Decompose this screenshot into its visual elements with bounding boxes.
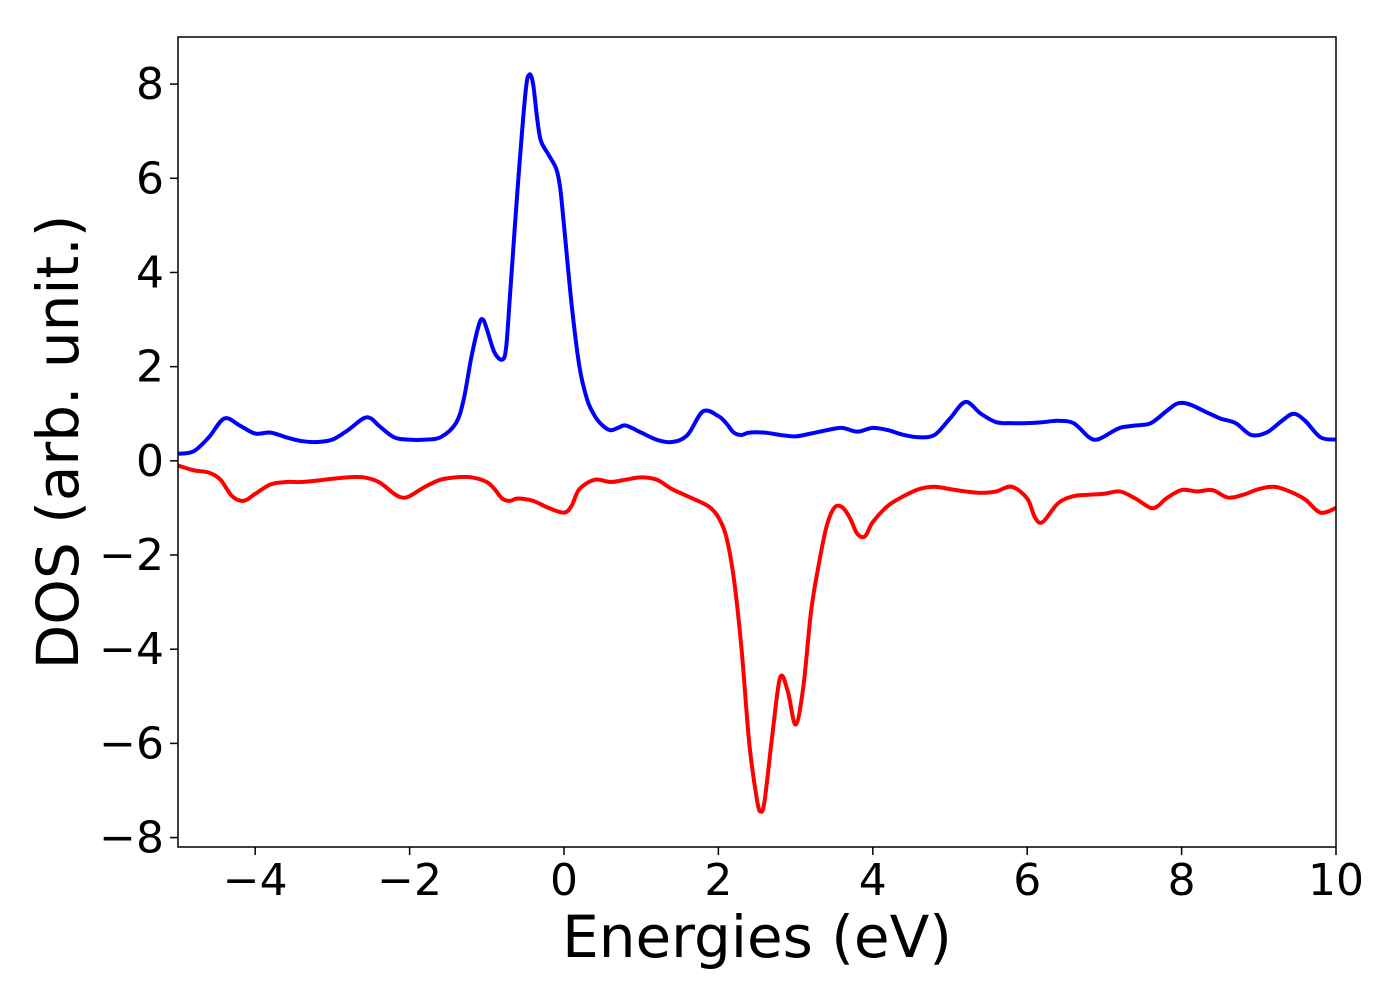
y-tick-label: 4 [136,247,164,298]
y-tick-label: −2 [99,530,164,581]
x-tick-label: 10 [1308,855,1364,906]
y-tick-label: 0 [136,436,164,487]
x-tick-label: 6 [1013,855,1041,906]
y-axis-ticks: −8 −6 −4 −2 0 2 4 6 8 [99,59,178,864]
x-tick-label: −4 [223,855,288,906]
x-axis-ticks: −4 −2 0 2 4 6 8 10 [223,847,1364,906]
x-tick-label: 4 [859,855,887,906]
y-tick-label: 2 [136,342,164,393]
x-tick-label: 2 [704,855,732,906]
x-axis-label: Energies (eV) [562,903,952,971]
y-tick-label: 8 [136,59,164,110]
y-axis-label: DOS (arb. unit.) [24,215,92,670]
series-lines [177,72,1337,814]
x-tick-label: 0 [550,855,578,906]
y-tick-label: −6 [99,718,164,769]
x-tick-label: 8 [1168,855,1196,906]
series-line-blue [177,72,1337,456]
x-tick-label: −2 [377,855,442,906]
y-tick-label: −4 [99,624,164,675]
plot-frame [177,36,1337,848]
y-tick-label: −8 [99,813,164,864]
y-tick-label: 6 [136,153,164,204]
series-line-red [177,463,1337,814]
